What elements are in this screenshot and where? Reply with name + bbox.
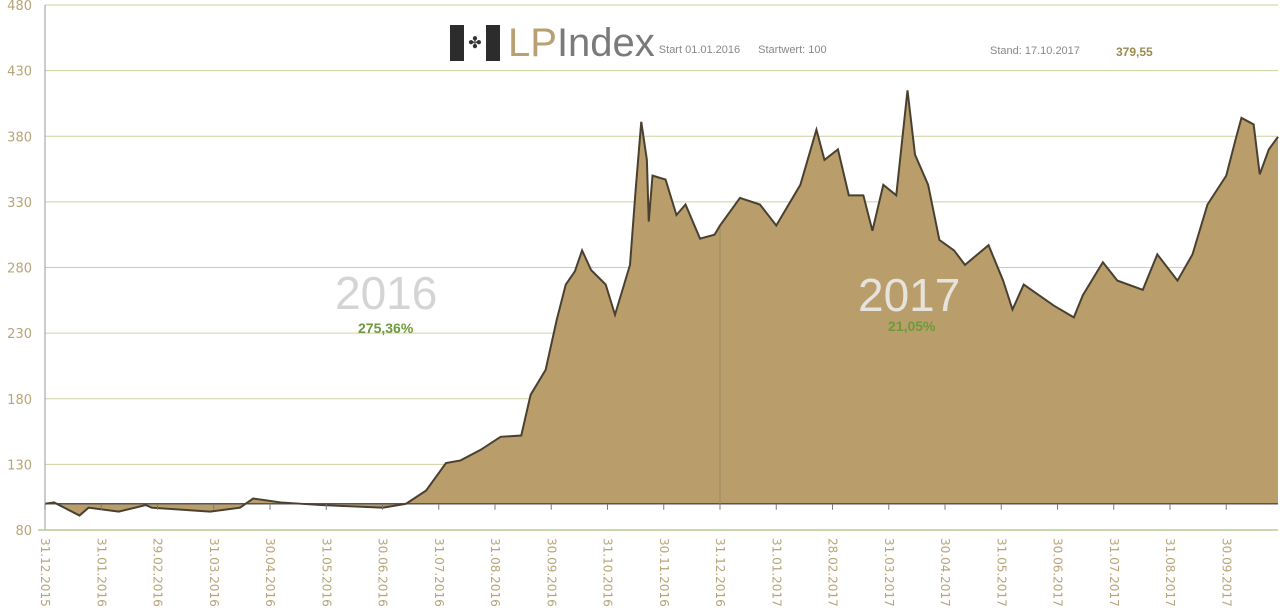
x-tick-label: 31.10.2016 xyxy=(601,538,615,607)
x-tick-label: 31.05.2016 xyxy=(319,538,333,607)
year-label-2017: 2017 xyxy=(858,269,961,321)
x-tick-label: 30.06.2016 xyxy=(376,538,390,607)
y-tick-label: 430 xyxy=(7,65,32,80)
performance-2017: 21,05% xyxy=(888,318,936,334)
y-tick-label: 380 xyxy=(7,130,32,145)
x-tick-label: 30.06.2017 xyxy=(1051,538,1065,607)
x-tick-label: 29.02.2016 xyxy=(151,538,165,607)
x-tick-label: 31.01.2017 xyxy=(769,538,783,607)
x-tick-label: 31.01.2016 xyxy=(94,538,108,607)
canada-flag-maple-leaf-icon: ✤ xyxy=(450,24,500,62)
y-tick-label: 180 xyxy=(7,393,32,408)
logo-lp: LP xyxy=(508,21,557,65)
y-tick-label: 330 xyxy=(7,196,32,211)
x-tick-label: 30.09.2017 xyxy=(1219,538,1233,607)
y-tick-label: 230 xyxy=(7,327,32,342)
x-tick-label: 31.08.2016 xyxy=(488,538,502,607)
start-value: Startwert: 100 xyxy=(758,44,827,56)
y-tick-label: 130 xyxy=(7,458,32,473)
x-tick-label: 31.03.2017 xyxy=(882,538,896,607)
index-area xyxy=(45,90,1278,516)
x-tick-label: 30.11.2016 xyxy=(657,538,671,607)
chart-header: ✤ LP Index Start 01.01.2016 Startwert: 1… xyxy=(450,18,845,65)
x-tick-label: 31.12.2015 xyxy=(38,538,52,607)
x-tick-label: 28.02.2017 xyxy=(826,538,840,607)
x-tick-label: 31.12.2016 xyxy=(713,538,727,607)
x-tick-label: 31.07.2017 xyxy=(1107,538,1121,607)
x-tick-label: 30.09.2016 xyxy=(544,538,558,607)
y-tick-label: 80 xyxy=(15,524,32,539)
start-date: Start 01.01.2016 xyxy=(658,44,741,56)
index-line xyxy=(44,90,1279,517)
y-tick-label: 480 xyxy=(7,0,32,14)
x-tick-label: 31.08.2017 xyxy=(1163,538,1177,607)
year-label-2016: 2016 xyxy=(335,267,438,319)
logo-index: Index xyxy=(556,21,655,65)
stand-date: Stand: 17.10.2017 xyxy=(990,45,1080,57)
x-tick-label: 31.07.2016 xyxy=(432,538,446,607)
y-tick-label: 280 xyxy=(7,262,32,277)
stand-value: 379,55 xyxy=(1116,45,1153,59)
x-tick-label: 31.05.2017 xyxy=(994,538,1008,607)
performance-2016: 275,36% xyxy=(358,320,414,336)
x-tick-label: 30.04.2016 xyxy=(263,538,277,607)
x-tick-label: 31.03.2016 xyxy=(207,538,221,607)
x-tick-label: 30.04.2017 xyxy=(938,538,952,607)
